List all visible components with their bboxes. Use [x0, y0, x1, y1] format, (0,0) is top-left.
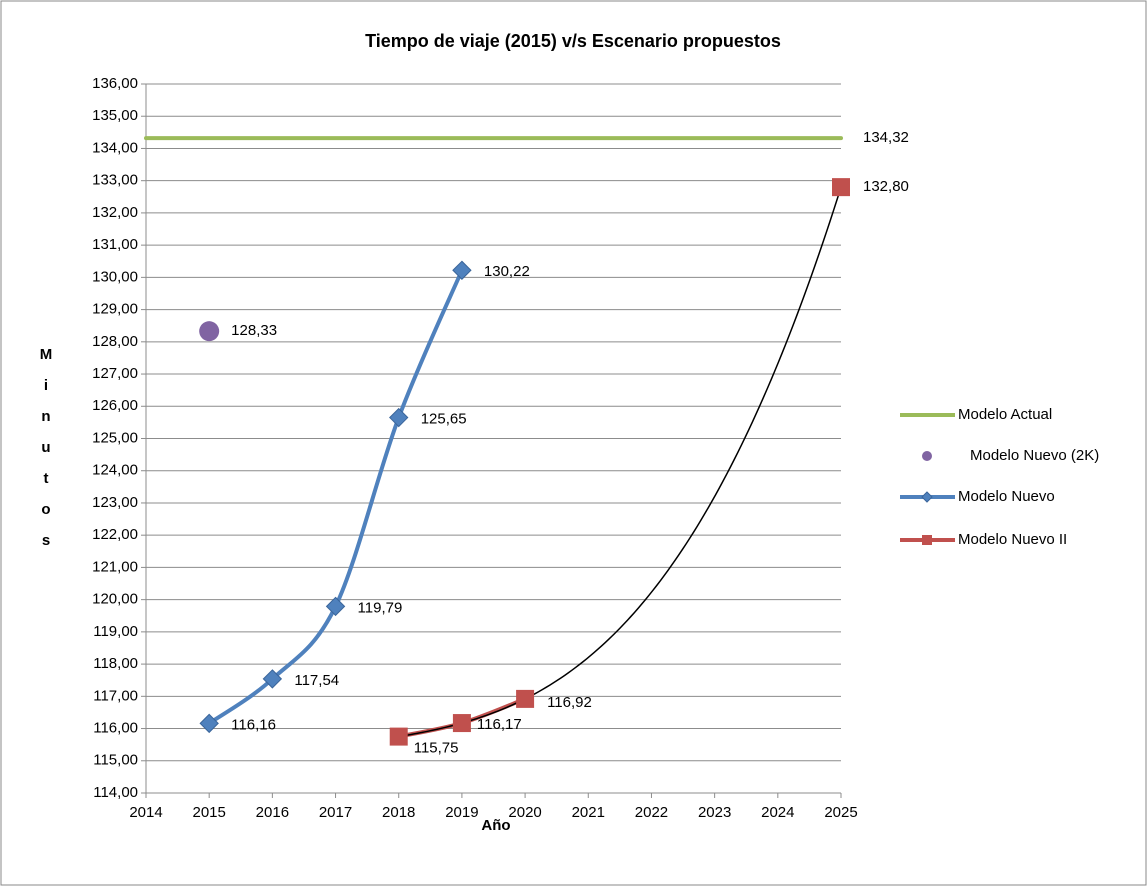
y-tick-label: 128,00	[92, 333, 138, 350]
x-tick-label: 2022	[635, 804, 668, 821]
trendline	[398, 186, 842, 738]
y-tick-label: 129,00	[92, 301, 138, 318]
y-tick-label: 123,00	[92, 494, 138, 511]
data-point	[389, 727, 408, 746]
data-label: 116,17	[477, 716, 522, 733]
y-tick-label: 132,00	[92, 204, 138, 221]
data-label: 116,92	[547, 694, 592, 711]
y-tick-label: 115,00	[93, 752, 138, 769]
data-point	[199, 713, 219, 734]
x-tick-label: 2014	[129, 804, 162, 821]
legend-label: Modelo Nuevo	[958, 488, 1055, 505]
y-tick-label: 125,00	[92, 429, 138, 446]
legend-label: Modelo Nuevo (2K)	[970, 447, 1099, 464]
y-tick-label: 117,00	[93, 687, 138, 704]
data-label: 119,79	[358, 599, 403, 616]
x-axis-label: Año	[481, 817, 510, 834]
data-point	[262, 669, 283, 689]
y-tick-label: 136,00	[92, 75, 138, 92]
y-tick-label: 126,00	[92, 397, 138, 414]
data-point	[325, 596, 346, 617]
data-label: 128,33	[231, 322, 277, 339]
x-tick-label: 2019	[445, 804, 478, 821]
data-point	[389, 407, 409, 428]
legend-label: Modelo Nuevo II	[958, 531, 1067, 548]
y-tick-label: 118,00	[93, 655, 138, 672]
y-tick-label: 121,00	[92, 558, 138, 575]
data-label: 117,54	[294, 672, 339, 689]
y-tick-label: 122,00	[92, 526, 138, 543]
y-tick-label: 116,00	[93, 720, 138, 737]
x-tick-label: 2023	[698, 804, 731, 821]
data-point	[452, 260, 472, 280]
legend-marker	[922, 535, 932, 545]
x-tick-label: 2015	[192, 804, 225, 821]
y-tick-label: 133,00	[92, 172, 138, 189]
legend-marker	[921, 491, 933, 503]
x-tick-label: 2024	[761, 804, 794, 821]
legend-marker	[922, 451, 932, 461]
y-tick-label: 131,00	[92, 236, 138, 253]
y-tick-label: 127,00	[92, 365, 138, 382]
x-tick-label: 2021	[572, 804, 605, 821]
data-label: 130,22	[484, 263, 530, 280]
data-point	[516, 689, 535, 708]
y-tick-label: 120,00	[92, 591, 138, 608]
data-point	[199, 321, 220, 342]
y-tick-label: 114,00	[93, 784, 138, 801]
data-label: 132,80	[863, 178, 909, 195]
data-point	[832, 178, 850, 197]
x-tick-label: 2017	[319, 804, 352, 821]
y-tick-label: 134,00	[92, 139, 138, 156]
x-tick-label: 2025	[824, 804, 857, 821]
legend-label: Modelo Actual	[958, 406, 1052, 423]
y-tick-label: 135,00	[92, 107, 138, 124]
data-label: 115,75	[414, 740, 459, 757]
y-tick-label: 124,00	[92, 462, 138, 479]
chart-title: Tiempo de viaje (2015) v/s Escenario pro…	[365, 31, 781, 51]
data-point	[452, 714, 471, 733]
x-tick-label: 2018	[382, 804, 415, 821]
data-label: 116,16	[231, 716, 276, 733]
data-label: 134,32	[863, 129, 909, 146]
x-tick-label: 2016	[256, 804, 289, 821]
x-tick-label: 2020	[508, 804, 541, 821]
y-tick-label: 130,00	[92, 268, 138, 285]
y-tick-label: 119,00	[93, 623, 138, 640]
data-label: 125,65	[421, 411, 467, 428]
